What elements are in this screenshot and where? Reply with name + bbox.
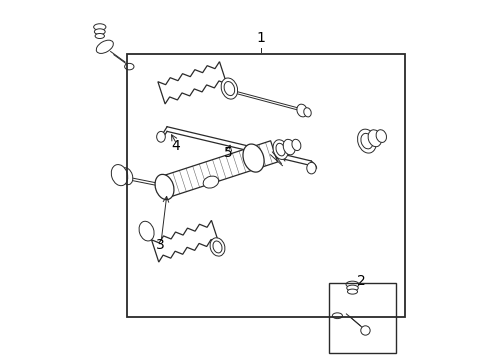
Ellipse shape	[346, 285, 358, 291]
Ellipse shape	[360, 326, 369, 335]
Ellipse shape	[210, 238, 224, 256]
Ellipse shape	[360, 134, 372, 149]
Ellipse shape	[139, 221, 154, 241]
Ellipse shape	[243, 144, 264, 172]
Ellipse shape	[111, 165, 127, 186]
Ellipse shape	[283, 139, 295, 155]
Ellipse shape	[367, 130, 381, 147]
Bar	[328, 283, 395, 353]
Bar	[127, 54, 404, 317]
Ellipse shape	[332, 313, 342, 319]
Text: 4: 4	[171, 139, 180, 153]
Ellipse shape	[357, 129, 375, 153]
Ellipse shape	[213, 241, 222, 253]
Ellipse shape	[346, 281, 358, 288]
Ellipse shape	[375, 130, 386, 143]
Ellipse shape	[95, 33, 104, 39]
PathPatch shape	[158, 62, 226, 104]
Ellipse shape	[96, 40, 113, 53]
Ellipse shape	[221, 78, 237, 99]
Ellipse shape	[224, 81, 234, 96]
Ellipse shape	[203, 176, 218, 188]
Text: 1: 1	[256, 31, 264, 45]
Ellipse shape	[94, 24, 106, 30]
Ellipse shape	[306, 162, 316, 174]
Ellipse shape	[94, 29, 105, 35]
Text: 2: 2	[357, 274, 366, 288]
Ellipse shape	[291, 139, 300, 150]
Text: 5: 5	[224, 146, 232, 160]
Ellipse shape	[272, 140, 287, 159]
Text: 3: 3	[155, 238, 164, 252]
Ellipse shape	[155, 174, 174, 200]
Ellipse shape	[156, 131, 165, 142]
Ellipse shape	[296, 104, 306, 117]
Polygon shape	[161, 141, 277, 198]
Ellipse shape	[275, 143, 285, 156]
Ellipse shape	[303, 108, 310, 117]
Ellipse shape	[124, 63, 134, 70]
Ellipse shape	[347, 289, 357, 294]
PathPatch shape	[151, 220, 218, 262]
Ellipse shape	[121, 168, 133, 185]
